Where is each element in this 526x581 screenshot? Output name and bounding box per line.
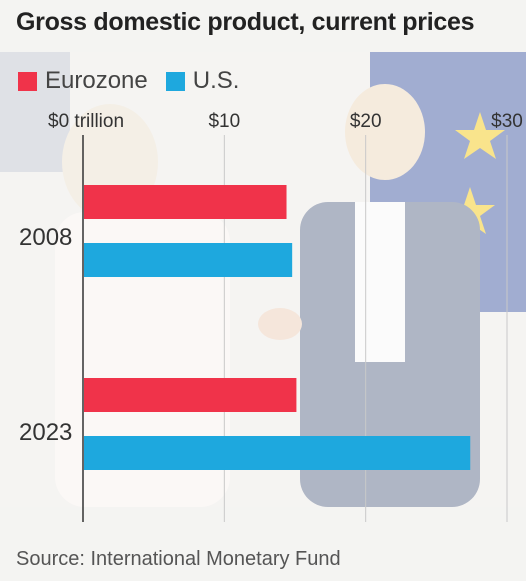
legend-label-eurozone: Eurozone <box>45 67 148 94</box>
x-tick-label: $10 <box>208 111 240 132</box>
bar-eurozone-2023 <box>84 378 297 412</box>
x-tick-label: $0 trillion <box>48 111 124 132</box>
legend-item-us: U.S. <box>165 67 240 95</box>
x-tick-label: $20 <box>350 111 382 132</box>
bar-us-2008 <box>84 243 293 277</box>
bar-us-2023 <box>84 436 471 470</box>
chart-title: Gross domestic product, current prices <box>16 8 475 36</box>
photo-overlay <box>0 52 526 507</box>
category-label: 2023 <box>19 419 72 446</box>
bar-eurozone-2008 <box>84 185 287 219</box>
legend-swatch-us <box>165 71 185 91</box>
legend: Eurozone U.S. <box>18 66 257 96</box>
legend-label-us: U.S. <box>192 67 240 94</box>
category-label: 2008 <box>19 224 72 251</box>
x-tick-label: $30 <box>491 111 523 132</box>
source-note: Source: International Monetary Fund <box>16 548 341 570</box>
legend-item-eurozone: Eurozone <box>18 67 148 95</box>
legend-swatch-eurozone <box>18 71 37 91</box>
